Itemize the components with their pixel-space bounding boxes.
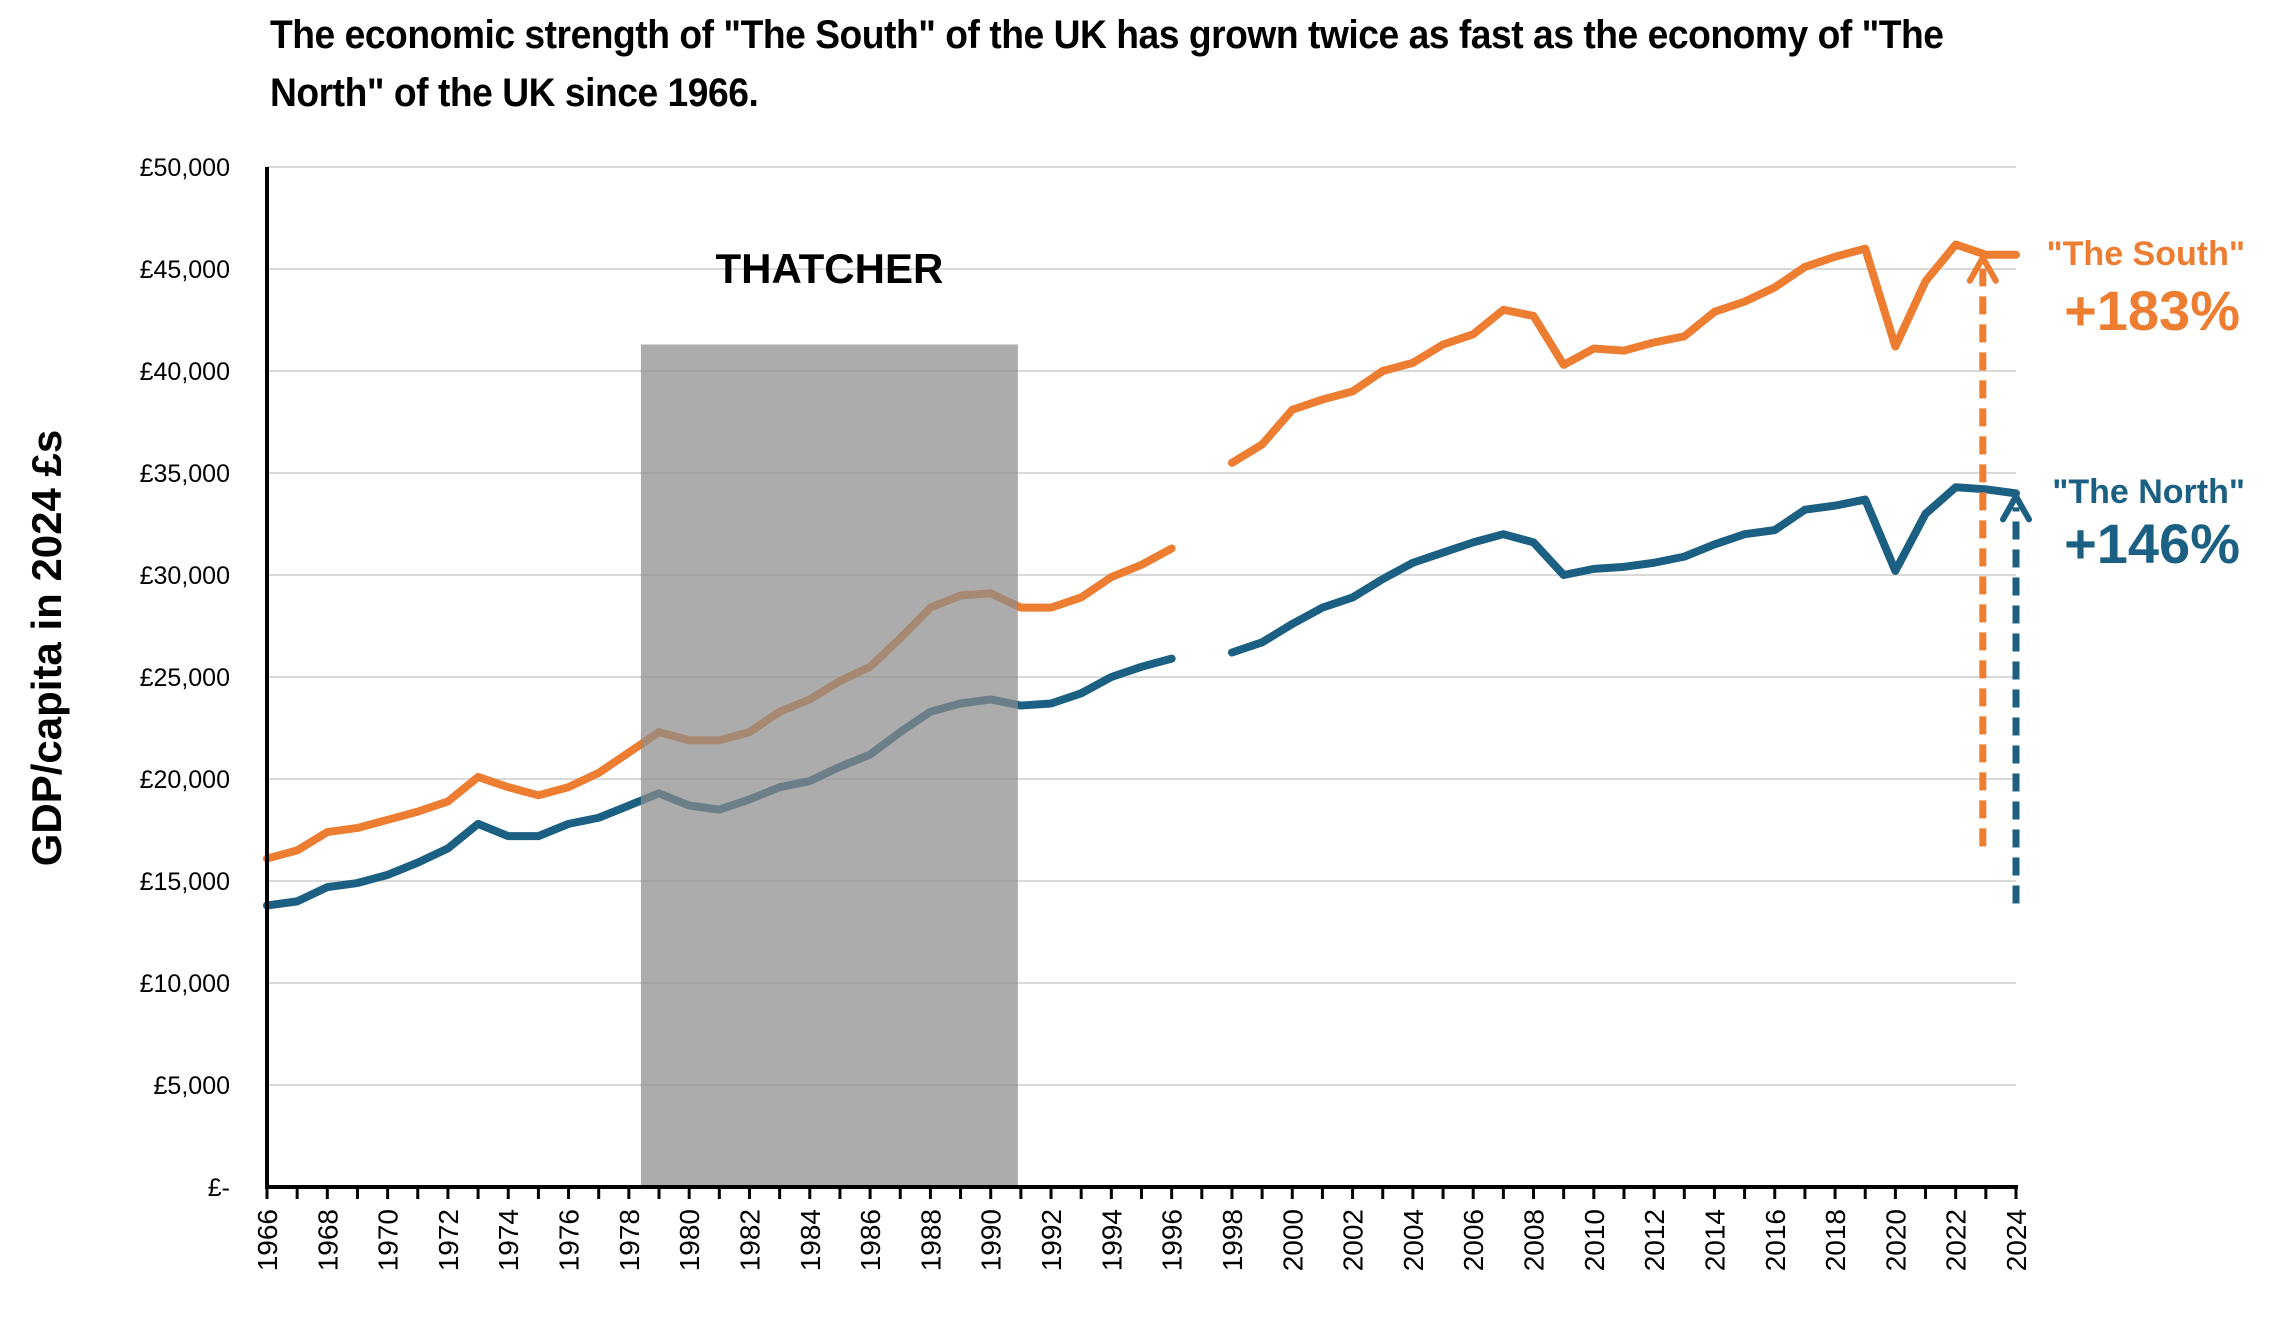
y-tick-label: £35,000: [140, 460, 230, 488]
y-tick-label: £10,000: [140, 970, 230, 998]
x-tick-label: 2000: [1277, 1209, 1308, 1271]
chart-title: The economic strength of "The South" of …: [270, 13, 1944, 115]
x-tick-label: 1998: [1217, 1209, 1248, 1271]
x-tick-label: 2012: [1639, 1209, 1670, 1271]
x-tick-label: 2002: [1338, 1209, 1369, 1271]
x-tick-label: 2008: [1519, 1209, 1550, 1271]
x-tick-label: 2006: [1458, 1209, 1489, 1271]
y-tick-label: £40,000: [140, 358, 230, 386]
y-tick-label: £50,000: [140, 154, 230, 182]
y-tick-label: £20,000: [140, 766, 230, 794]
x-tick-label: 1972: [433, 1209, 464, 1271]
x-tick-label: 1982: [734, 1209, 765, 1271]
x-tick-label: 2020: [1880, 1209, 1911, 1271]
y-tick-label: £15,000: [140, 868, 230, 896]
x-tick-label: 1978: [614, 1209, 645, 1271]
x-tick-label: 2018: [1820, 1209, 1851, 1271]
x-tick-label: 1992: [1036, 1209, 1067, 1271]
x-tick-label: 2010: [1579, 1209, 1610, 1271]
x-tick-label: 1980: [674, 1209, 705, 1271]
y-tick-label: £45,000: [140, 256, 230, 284]
thatcher-region: THATCHER: [640, 245, 1018, 1188]
x-tick-label: 1970: [373, 1209, 404, 1271]
x-tick-label: 1990: [976, 1209, 1007, 1271]
series-label: "The South": [2047, 235, 2245, 273]
x-tick-label: 2014: [1699, 1209, 1730, 1271]
gridlines: [267, 166, 2016, 1086]
x-tick-label: 1968: [312, 1209, 343, 1271]
x-tick-label: 1996: [1157, 1209, 1188, 1271]
x-tick-label: 1976: [554, 1209, 585, 1271]
x-tick-label: 1994: [1096, 1209, 1127, 1271]
axes: [265, 167, 2018, 1199]
arrow-head-icon: [1966, 254, 1999, 284]
arrow-head-icon: [2000, 493, 2032, 523]
series-label: "The North": [2052, 473, 2245, 511]
thatcher-shaded-band: [640, 344, 1018, 1188]
x-tick-label: 1988: [915, 1209, 946, 1271]
annotations: "The South" +183% "The North"+146%: [1966, 235, 2245, 904]
y-tick-label: £5,000: [154, 1072, 230, 1100]
growth-percentage: +146%: [2064, 512, 2240, 575]
growth-percentage: +183%: [2064, 279, 2240, 342]
x-tick-labels: 1966 1968 1970 1972 1974 1976 1978 1980 1982 1984…: [252, 1209, 2032, 1271]
y-tick-label: £25,000: [140, 664, 230, 692]
series-line-south: [1227, 240, 2020, 467]
x-tick-label: 2004: [1398, 1209, 1429, 1271]
x-tick-label: 2016: [1760, 1209, 1791, 1271]
y-tick-label: £-: [208, 1174, 230, 1202]
x-tick-label: 2022: [1941, 1209, 1972, 1271]
series-line-north: [1227, 483, 2020, 657]
x-tick-label: 1966: [252, 1209, 283, 1271]
x-tick-label: 1984: [795, 1209, 826, 1271]
x-tick-label: 1974: [493, 1209, 524, 1271]
x-tick-label: 2024: [2001, 1209, 2032, 1271]
thatcher-label: THATCHER: [715, 245, 943, 292]
x-tick-label: 1986: [855, 1209, 886, 1271]
y-tick-label: £30,000: [140, 562, 230, 590]
y-tick-labels: £- £5,000 £10,000 £15,000 £20,000 £25,000 £30,…: [140, 154, 230, 1202]
